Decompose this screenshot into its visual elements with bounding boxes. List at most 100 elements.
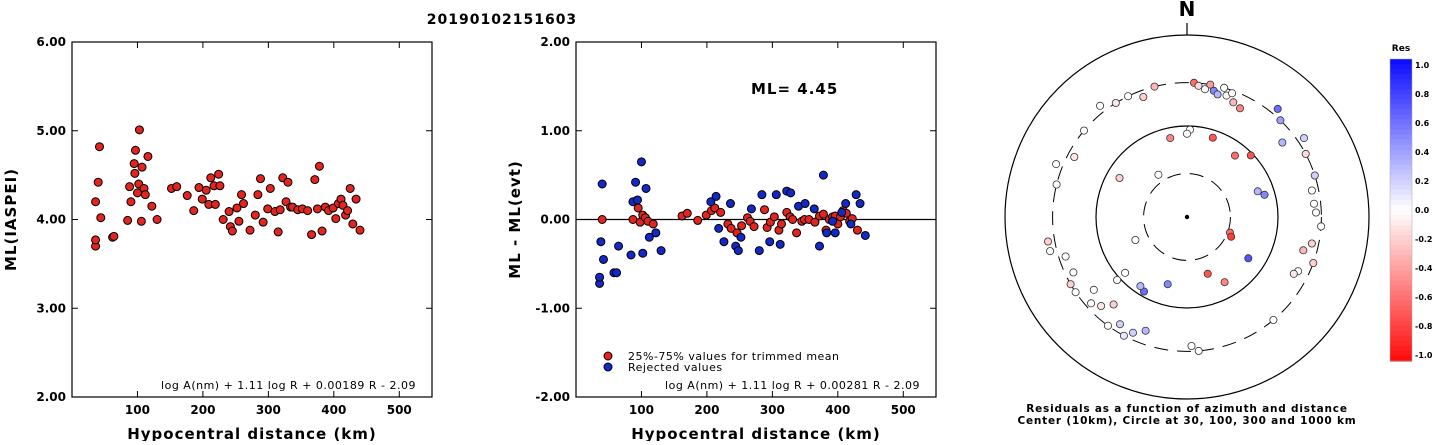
data-point [214,169,224,179]
data-point [172,182,182,192]
station-residual-marker [1119,331,1128,340]
station-residual-marker [1289,269,1298,278]
colorbar-tick-label: 0.4 [1415,148,1430,157]
colorbar-segment [1390,164,1412,171]
data-point [232,203,242,213]
data-point [597,215,607,224]
data-point [726,223,736,233]
station-residual-marker [1269,315,1278,324]
x-tick-label: 400 [321,403,346,417]
station-residual-marker [1220,278,1229,287]
data-point [775,239,785,249]
data-point [693,215,703,225]
data-point [636,157,646,167]
station-residual-marker [1124,92,1133,101]
colorbar-tick-label: 0.8 [1415,90,1430,99]
y-tick-label: 3.00 [36,301,66,315]
colorbar-tick-label: -0.2 [1415,235,1433,244]
station-residual-marker [1109,300,1118,309]
y-tick-label: 2.00 [36,390,66,404]
x-tick-label: 500 [891,403,916,417]
data-point [201,185,211,195]
data-point [846,219,856,229]
colorbar-tick-label: -1.0 [1415,351,1433,360]
data-point [595,272,605,282]
station-residual-marker [1089,285,1098,294]
station-residual-marker [1111,99,1120,108]
data-point [596,237,606,247]
data-point [800,199,810,209]
colorbar-segment [1390,74,1412,80]
data-point [765,237,775,247]
data-point [189,206,199,216]
colorbar-segment [1390,184,1412,191]
data-point [757,190,767,200]
station-residual-marker [1317,222,1326,231]
colorbar-segment [1390,109,1412,115]
north-label: N [1179,0,1196,21]
colorbar-segment [1390,220,1412,226]
station-residual-marker [1183,129,1192,138]
colorbar-segment [1390,350,1412,357]
colorbar-segment [1390,340,1412,347]
ml-distance-plot: 100 200 300 400 500 2.00 3.00 4.00 5.00 6.00 Hypoc… [2,35,433,443]
colorbar-segment [1390,104,1412,110]
colorbar-tick-label: -0.4 [1415,264,1433,273]
x-tick-label: 100 [629,403,654,417]
station-residual-marker [1071,288,1080,297]
data-point [317,226,327,236]
station-residual-marker [1220,83,1229,92]
station-residual-marker [1203,269,1212,278]
data-point [303,206,313,216]
colorbar-segment [1390,59,1412,65]
colorbar-tick-label: 0.0 [1415,206,1430,215]
formula-text: log A(nm) + 1.11 log R + 0.00189 R - 2.0… [161,379,416,392]
colorbar-segment [1390,225,1412,231]
data-point [256,174,266,184]
colorbar-segment [1390,144,1412,151]
data-point [343,206,353,216]
x-axis-label: Hypocentral distance (km) [127,425,377,441]
data-point [809,204,819,214]
x-tick-label: 300 [256,403,281,417]
data-point [769,212,779,222]
colorbar-segment [1390,84,1412,90]
data-point [760,205,770,215]
data-point [137,162,147,172]
y-tick-label: 4.00 [36,213,66,227]
legend-marker [603,362,613,372]
data-point [206,173,216,183]
y-axis-label: ML - ML(evt) [506,160,524,278]
data-point [109,231,119,241]
data-point [725,199,735,209]
data-point [275,205,285,215]
colorbar-segment [1390,79,1412,85]
data-point [711,191,721,201]
x-tick-label: 100 [125,403,150,417]
y-tick-label: 1.00 [540,124,570,138]
caption-line-1: Residuals as a function of azimuth and d… [1026,403,1348,415]
colorbar-tick-label: 0.6 [1415,119,1430,128]
data-point [633,195,643,205]
data-point [134,125,144,135]
data-point [626,250,636,260]
data-point [656,246,666,256]
station-residual-marker [1206,80,1215,89]
station-residual-marker [1246,151,1255,160]
colorbar-segment [1390,139,1412,146]
colorbar-segment [1390,199,1412,206]
data-point [851,190,861,200]
data-point [737,221,747,231]
station-residual-marker [1260,190,1269,199]
data-point [841,199,851,209]
station-residual-marker [1310,199,1319,208]
data-point [310,175,320,185]
data-point [818,170,828,180]
data-point [788,215,798,224]
colorbar-segment [1390,179,1412,186]
data-point [648,219,658,229]
x-tick-label: 300 [760,403,785,417]
data-point [91,235,101,245]
data-point [130,145,140,155]
